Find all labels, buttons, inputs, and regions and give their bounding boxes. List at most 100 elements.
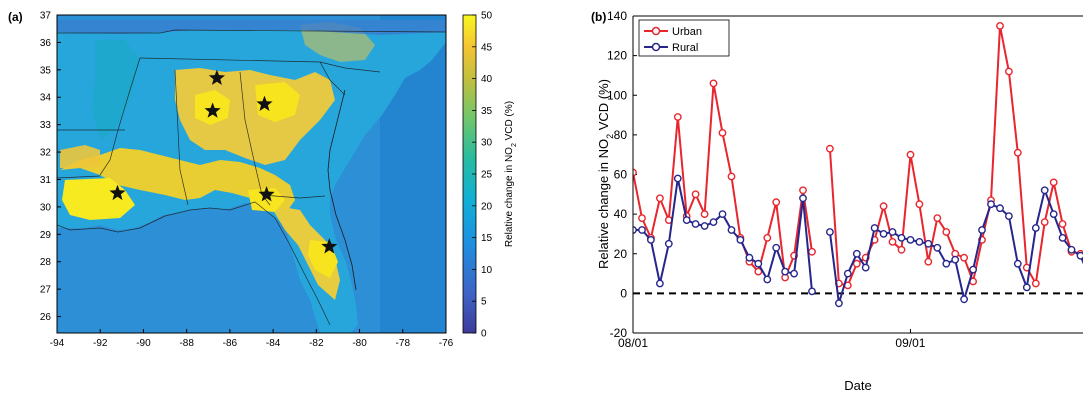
data-point-rural (1031, 224, 1040, 232)
colorbar-tick-label: 25 (481, 170, 493, 181)
data-point-rural (790, 269, 798, 278)
line-y-tick-label: 60 (614, 168, 628, 182)
data-point-urban (1049, 178, 1058, 187)
data-point-rural (897, 233, 906, 242)
data-point-urban (915, 200, 924, 209)
data-point-rural (1076, 251, 1083, 260)
x-axis-label: Date (844, 378, 871, 393)
star-marker (204, 102, 221, 118)
colorbar-tick-label: 20 (481, 201, 493, 212)
data-point-urban (700, 210, 709, 219)
data-point-rural (969, 265, 977, 274)
map-hotspot-florida (270, 205, 340, 300)
colorbar-tick-label: 15 (481, 233, 493, 244)
map-coastline (327, 89, 357, 291)
line-y-tick-label: 100 (607, 88, 627, 102)
data-point-urban (754, 267, 763, 276)
data-point-urban (709, 79, 718, 88)
data-point-urban (826, 144, 834, 153)
legend-rural-label: Rural (672, 42, 698, 54)
map-y-tick-label: 27 (40, 285, 52, 296)
panel-a: (a) (8, 10, 518, 349)
data-point-urban (633, 168, 637, 177)
map-y-tick-label: 26 (40, 312, 52, 323)
legend-item-rural: Rural (644, 42, 698, 54)
series-line-urban (633, 83, 813, 282)
map-x-axis: -94 -92 -90 -88 -86 -84 -82 -80 -78 -76 (50, 329, 454, 349)
data-point-rural (718, 210, 727, 219)
data-point-rural (727, 226, 736, 234)
map-frame (56, 14, 447, 334)
data-point-urban (960, 253, 968, 262)
star-marker (321, 238, 338, 254)
data-point-rural (933, 243, 942, 252)
map-x-tick-label: -94 (50, 338, 65, 349)
legend: Urban Rural (638, 19, 730, 57)
colorbar-tick-label: 45 (481, 42, 493, 53)
legend-urban-marker (651, 26, 661, 36)
colorbar-label: Relative change in NO2 VCD (%) (504, 101, 518, 247)
data-point-rural (906, 235, 915, 244)
data-point-rural (861, 263, 870, 272)
data-point-rural (808, 287, 816, 296)
map-y-tick-label: 32 (40, 148, 52, 159)
data-point-urban (763, 233, 772, 242)
map-heatmap (57, 15, 446, 333)
map-y-tick-label: 29 (40, 230, 52, 241)
data-point-rural (1013, 259, 1022, 268)
map-hotspot-atlanta (255, 82, 300, 122)
data-point-rural (987, 200, 995, 209)
line-y-tick-label: 20 (614, 247, 628, 261)
map-x-tick-label: -88 (179, 338, 194, 349)
data-point-urban (1058, 220, 1067, 228)
data-point-rural (736, 235, 745, 244)
map-y-tick-label: 31 (40, 175, 52, 186)
data-point-urban (996, 21, 1004, 30)
data-point-rural (1058, 233, 1067, 242)
data-point-rural (826, 228, 834, 236)
data-point-urban (673, 113, 682, 121)
star-marker (258, 186, 275, 202)
data-point-rural (799, 194, 807, 203)
line-y-tick-label: 40 (614, 207, 628, 221)
data-point-urban (799, 186, 807, 195)
legend-item-urban: Urban (644, 26, 702, 38)
legend-rural-marker (651, 42, 661, 52)
colorbar-tick-label: 5 (481, 297, 487, 308)
map-y-tick-label: 36 (40, 38, 52, 49)
data-point-rural (664, 239, 673, 248)
map-markers (109, 69, 338, 254)
data-point-rural (888, 228, 897, 236)
data-point-rural (781, 267, 789, 276)
map-hotspot-north-la (60, 145, 100, 168)
map-x-tick-label: -76 (439, 338, 454, 349)
panel-b: (b) Relative change in NO2 VCD (%) -20 0 2… (591, 9, 1083, 393)
data-point-urban (906, 150, 915, 159)
series-rural (633, 174, 1083, 308)
series-line-rural (828, 186, 1083, 304)
colorbar-tick-label: 30 (481, 138, 493, 149)
data-point-urban (897, 245, 906, 254)
data-point-urban (924, 257, 933, 266)
line-y-tick-label: 80 (614, 128, 628, 142)
line-y-axis: -20 0 20 40 60 80 100 120 140 (607, 9, 637, 340)
data-point-rural (951, 255, 960, 264)
data-point-urban (638, 214, 646, 223)
data-point-rural (1040, 186, 1049, 195)
data-point-rural (763, 275, 772, 284)
map-y-tick-label: 37 (40, 11, 52, 22)
data-point-rural (879, 229, 888, 238)
y-axis-label: Relative change in NO2 VCD (%) (596, 79, 615, 269)
data-point-rural (709, 218, 718, 227)
data-point-urban (808, 247, 816, 256)
colorbar-tick-label: 35 (481, 106, 493, 117)
map-y-tick-label: 30 (40, 202, 52, 213)
data-point-rural (1067, 245, 1076, 254)
data-point-urban (942, 228, 951, 236)
data-point-rural (754, 259, 763, 268)
star-marker (208, 69, 225, 85)
data-point-rural (870, 224, 879, 232)
map-y-tick-label: 33 (40, 120, 52, 131)
data-point-urban (727, 172, 736, 181)
data-point-rural (647, 235, 655, 244)
